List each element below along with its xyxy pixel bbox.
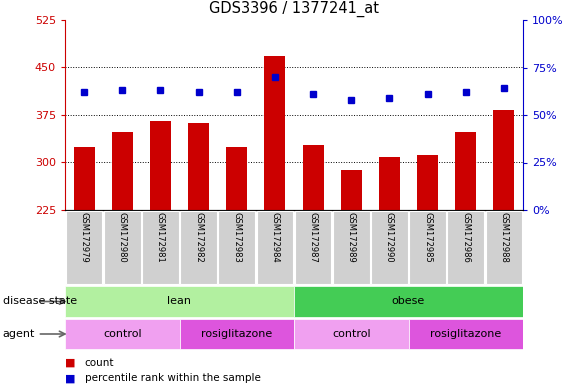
Bar [104, 211, 141, 284]
Bar [218, 211, 255, 284]
Text: control: control [332, 329, 370, 339]
Bar [74, 147, 95, 210]
Bar [455, 132, 476, 210]
Bar [294, 286, 523, 317]
Text: agent: agent [3, 329, 35, 339]
Title: GDS3396 / 1377241_at: GDS3396 / 1377241_at [209, 1, 379, 17]
Text: disease state: disease state [3, 296, 77, 306]
Bar [493, 110, 515, 210]
Bar [409, 319, 523, 349]
Text: ■: ■ [65, 358, 75, 368]
Text: rosiglitazone: rosiglitazone [430, 329, 502, 339]
Text: GSM172989: GSM172989 [347, 212, 356, 263]
Bar [257, 211, 293, 284]
Bar [150, 121, 171, 210]
Bar [333, 211, 369, 284]
Text: GSM172979: GSM172979 [79, 212, 88, 263]
Text: GSM172980: GSM172980 [118, 212, 127, 263]
Bar [371, 211, 408, 284]
Bar [265, 56, 285, 210]
Bar [295, 211, 332, 284]
Bar [379, 157, 400, 210]
Text: obese: obese [392, 296, 425, 306]
Bar [180, 211, 217, 284]
Bar [294, 319, 409, 349]
Bar [409, 211, 446, 284]
Text: GSM172981: GSM172981 [156, 212, 165, 263]
Bar [486, 211, 522, 284]
Bar [302, 145, 324, 210]
Bar [111, 132, 133, 210]
Text: ■: ■ [65, 373, 75, 383]
Text: GSM172987: GSM172987 [309, 212, 318, 263]
Text: percentile rank within the sample: percentile rank within the sample [84, 373, 261, 383]
Bar [142, 211, 178, 284]
Bar [65, 286, 294, 317]
Text: lean: lean [168, 296, 191, 306]
Text: count: count [84, 358, 114, 368]
Text: GSM172990: GSM172990 [385, 212, 394, 263]
Bar [417, 155, 438, 210]
Text: control: control [103, 329, 141, 339]
Text: GSM172983: GSM172983 [233, 212, 242, 263]
Text: rosiglitazone: rosiglitazone [201, 329, 272, 339]
Text: GSM172984: GSM172984 [270, 212, 279, 263]
Bar [341, 170, 362, 210]
Text: GSM172986: GSM172986 [461, 212, 470, 263]
Text: GSM172982: GSM172982 [194, 212, 203, 263]
Bar [188, 123, 209, 210]
Bar [448, 211, 484, 284]
Bar [65, 319, 180, 349]
Text: GSM172988: GSM172988 [499, 212, 508, 263]
Bar [226, 147, 247, 210]
Bar [180, 319, 294, 349]
Text: GSM172985: GSM172985 [423, 212, 432, 263]
Bar [66, 211, 102, 284]
